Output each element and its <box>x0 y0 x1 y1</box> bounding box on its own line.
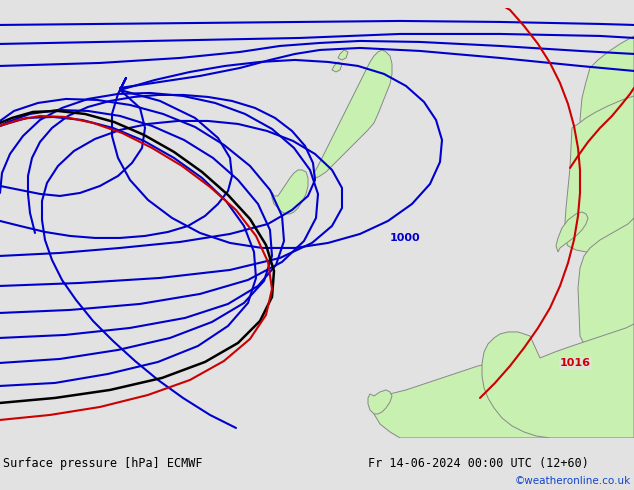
Text: 1016: 1016 <box>560 358 591 368</box>
Polygon shape <box>332 62 342 72</box>
Text: ©weatheronline.co.uk: ©weatheronline.co.uk <box>515 476 631 487</box>
Polygon shape <box>272 170 308 214</box>
Polygon shape <box>580 36 634 150</box>
Polygon shape <box>372 360 634 438</box>
Polygon shape <box>564 96 634 252</box>
Polygon shape <box>314 50 392 178</box>
Text: Fr 14-06-2024 00:00 UTC (12+60): Fr 14-06-2024 00:00 UTC (12+60) <box>368 457 588 470</box>
Polygon shape <box>482 324 634 438</box>
Text: Surface pressure [hPa] ECMWF: Surface pressure [hPa] ECMWF <box>3 457 203 470</box>
Polygon shape <box>556 212 588 252</box>
Text: 1000: 1000 <box>390 233 420 243</box>
Polygon shape <box>368 390 392 414</box>
Polygon shape <box>338 50 348 60</box>
Polygon shape <box>578 218 634 350</box>
